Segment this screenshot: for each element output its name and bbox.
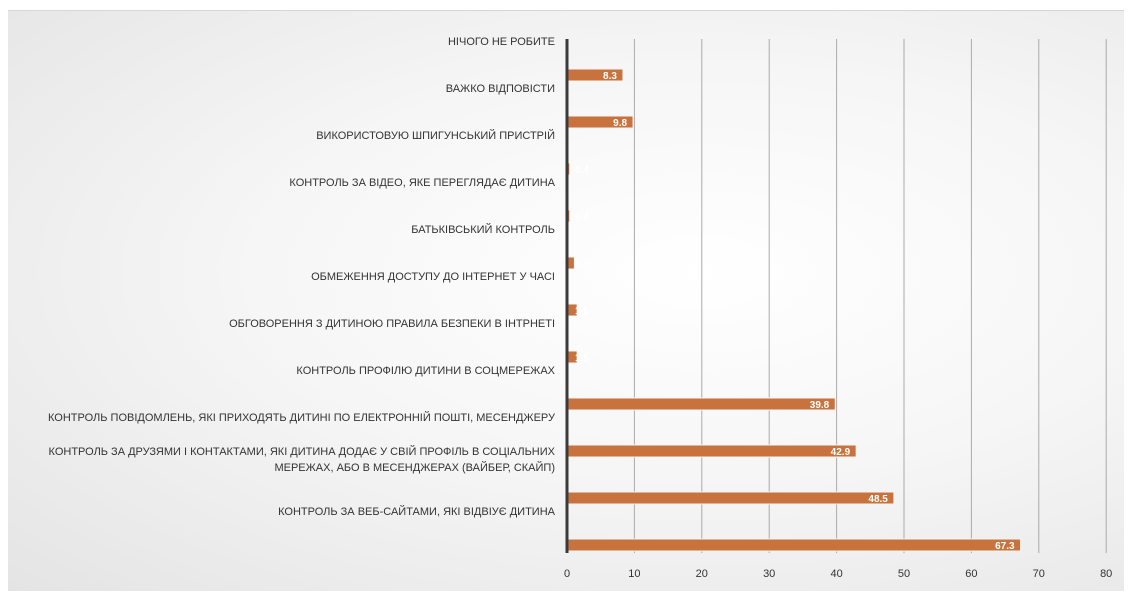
value-label: 39.8 — [810, 400, 830, 411]
x-tick-label: 60 — [965, 568, 977, 580]
category-label-line: МЕРЕЖАХ, АБО В МЕСЕНДЖЕРАХ (ВАЙБЕР, СКАЙ… — [274, 461, 555, 474]
category-label: КОНТРОЛЬ ПРОФІЛЮ ДИТИНИ В СОЦМЕРЕЖАХ — [296, 365, 555, 377]
value-label: 8.3 — [603, 71, 617, 82]
category-label: КОНТРОЛЬ ЗА ВЕБ-САЙТАМИ, ЯКІ ВІДВІУЄ ДИТ… — [278, 505, 556, 518]
x-tick-label: 10 — [628, 568, 640, 580]
category-label-line: КОНТРОЛЬ ЗА ДРУЗЯМИ І КОНТАКТАМИ, ЯКІ ДИ… — [49, 445, 556, 458]
category-label: ВАЖКО ВІДПОВІСТИ — [446, 83, 555, 95]
x-tick-label: 70 — [1033, 568, 1045, 580]
category-label: ОБМЕЖЕННЯ ДОСТУПУ ДО ІНТЕРНЕТ У ЧАСІ — [311, 271, 555, 283]
category-label: КОНТРОЛЬ ЗА ДРУЗЯМИ І КОНТАКТАМИ, ЯКІ ДИ… — [49, 445, 556, 474]
x-tick-label: 20 — [696, 568, 708, 580]
x-tick-label: 50 — [898, 568, 910, 580]
value-label: 1.5 — [575, 306, 589, 317]
chart-area: 0 10 20 30 40 50 60 70 80 НІЧОГО НЕ РОБИТЕ 8.3 ВАЖК… — [8, 10, 1124, 591]
value-label: 67.3 — [995, 541, 1015, 552]
value-label: 9.8 — [613, 118, 627, 129]
value-label: 1.1 — [575, 259, 589, 270]
category-label: ВИКОРИСТОВУЮ ШПИГУНСЬКИЙ ПРИСТРІЙ — [316, 129, 555, 142]
horizontal-bar-chart: 0 10 20 30 40 50 60 70 80 НІЧОГО НЕ РОБИТЕ 8.3 ВАЖК… — [48, 36, 1112, 580]
value-label: 0.4 — [575, 212, 589, 223]
category-label: ОБГОВОРЕННЯ З ДИТИНОЮ ПРАВИЛА БЕЗПЕКИ В … — [229, 318, 555, 330]
x-tick-label: 80 — [1100, 568, 1112, 580]
x-tick-label: 0 — [564, 568, 570, 580]
category-label: КОНТРОЛЬ ПОВІДОМЛЕНЬ, ЯКІ ПРИХОДЯТЬ ДИТИ… — [48, 411, 556, 424]
category-label: КОНТРОЛЬ ЗА ВІДЕО, ЯКЕ ПЕРЕГЛЯДАЄ ДИТИНА — [289, 177, 555, 189]
value-label: 48.5 — [868, 494, 888, 505]
bar — [566, 444, 857, 458]
bar — [566, 397, 836, 411]
x-tick-label: 30 — [763, 568, 775, 580]
category-label: НІЧОГО НЕ РОБИТЕ — [448, 36, 555, 48]
bar — [566, 491, 895, 505]
value-label: 0.4 — [575, 165, 589, 176]
value-label: 42.9 — [831, 447, 851, 458]
value-label: 1.5 — [575, 353, 589, 364]
category-label: БАТЬКІВСЬКИЙ КОНТРОЛЬ — [411, 223, 555, 236]
bar — [566, 538, 1022, 552]
x-tick-label: 40 — [830, 568, 842, 580]
